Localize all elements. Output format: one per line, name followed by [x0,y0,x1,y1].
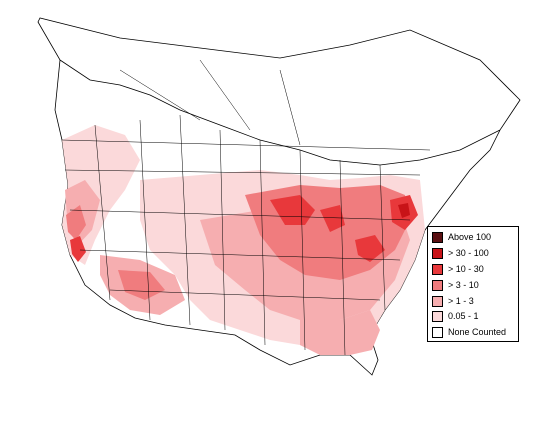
legend-item-30-100: > 30 - 100 [432,246,514,262]
legend-label: > 10 - 30 [448,263,484,274]
legend-item-1-3: > 1 - 3 [432,293,514,309]
legend-swatch [432,263,443,275]
legend-swatch [432,311,443,323]
legend-item-10-30: > 10 - 30 [432,262,514,278]
legend-label: > 1 - 3 [448,295,474,306]
legend-item-0-05-1: 0.05 - 1 [432,309,514,325]
legend-swatch [432,327,443,339]
boundary-lines [61,59,431,356]
legend-swatch [432,279,443,291]
legend-swatch [432,232,443,244]
legend-label: > 3 - 10 [448,279,479,290]
legend-item-none-counted: None Counted [432,325,514,341]
legend-label: 0.05 - 1 [448,311,479,322]
legend-swatch [432,248,443,260]
legend-label: None Counted [448,327,507,338]
legend-label: > 30 - 100 [448,248,489,259]
legend: Above 100 > 30 - 100 > 10 - 30 > 3 - 10 … [427,226,519,342]
legend-swatch [432,295,443,307]
legend-item-above-100: Above 100 [432,230,514,246]
legend-item-3-10: > 3 - 10 [432,277,514,293]
legend-label: Above 100 [448,232,492,243]
